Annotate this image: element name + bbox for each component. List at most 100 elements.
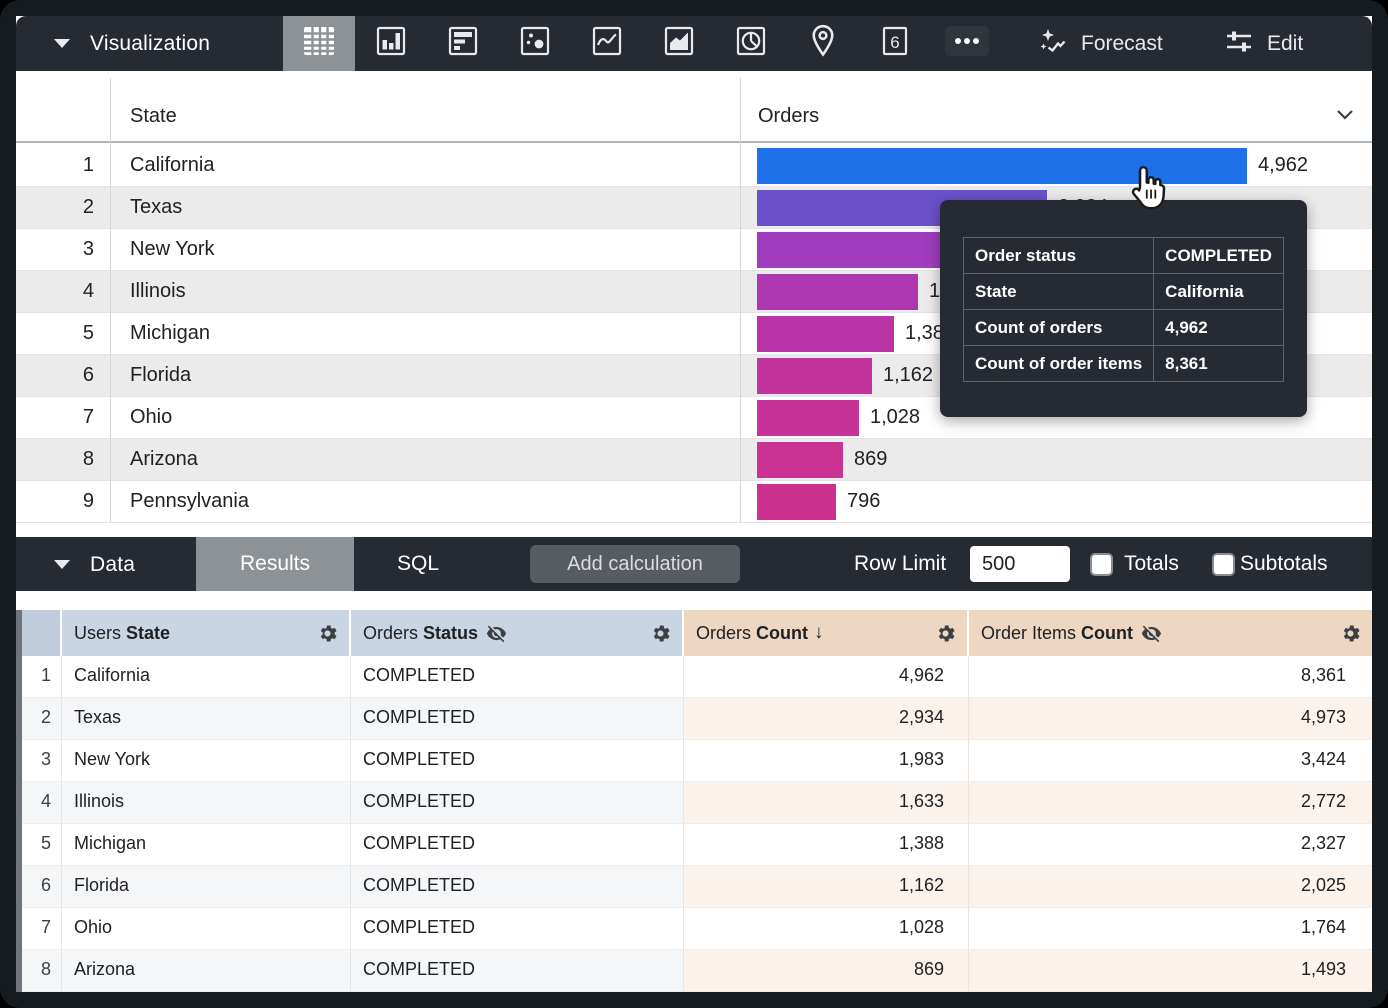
data-section-header[interactable]: Data — [54, 537, 135, 592]
column-gear-icon[interactable] — [934, 622, 957, 645]
column-header-users-state[interactable]: Users State — [62, 610, 351, 656]
viz-table-row: 1 California 4,962 — [16, 145, 1372, 187]
viz-orders-cell: 796 — [740, 481, 1372, 522]
users-state-cell[interactable]: New York — [62, 740, 351, 782]
row-number-cell: 4 — [16, 782, 62, 824]
order-items-count-cell[interactable]: 2,327 — [969, 824, 1372, 866]
viz-tab-column[interactable] — [355, 16, 427, 71]
orders-status-cell[interactable]: COMPLETED — [351, 866, 684, 908]
orders-bar[interactable] — [757, 315, 894, 352]
tooltip-value: 4,962 — [1153, 309, 1284, 346]
orders-count-cell[interactable]: 4,962 — [684, 656, 969, 698]
orders-bar-value: 1,028 — [870, 406, 921, 428]
viz-state-cell: Texas — [130, 196, 183, 218]
users-state-cell[interactable]: Michigan — [62, 824, 351, 866]
data-table-row: 5 Michigan COMPLETED 1,388 2,327 — [16, 824, 1372, 866]
column-header-order-items-count[interactable]: Order Items Count — [969, 610, 1372, 656]
subtotals-label: Subtotals — [1240, 552, 1328, 575]
viz-tab-scatter[interactable] — [499, 16, 571, 71]
orders-count-cell[interactable]: 1,388 — [684, 824, 969, 866]
viz-state-cell: Arizona — [130, 448, 198, 470]
totals-label: Totals — [1124, 552, 1179, 575]
column-header-orders-status[interactable]: Orders Status — [351, 610, 684, 656]
users-state-cell[interactable]: California — [62, 656, 351, 698]
orders-status-cell[interactable]: COMPLETED — [351, 698, 684, 740]
viz-row-number: 6 — [82, 364, 94, 386]
column-header-orders-count[interactable]: Orders Count ↓ — [684, 610, 969, 656]
order-items-count-cell[interactable]: 8,361 — [969, 656, 1372, 698]
orders-count-cell[interactable]: 2,934 — [684, 698, 969, 740]
field-name: Count — [756, 622, 808, 643]
tooltip-label: State — [962, 273, 1155, 310]
viz-state-cell: Ohio — [130, 406, 173, 428]
viz-row-number: 5 — [82, 322, 94, 344]
orders-count-cell[interactable]: 1,028 — [684, 908, 969, 950]
orders-bar[interactable] — [757, 399, 859, 436]
order-items-count-cell[interactable]: 2,772 — [969, 782, 1372, 824]
data-table-row: 7 Ohio COMPLETED 1,028 1,764 — [16, 908, 1372, 950]
orders-bar[interactable] — [757, 147, 1247, 184]
orders-status-cell[interactable]: COMPLETED — [351, 950, 684, 992]
orders-count-cell[interactable]: 869 — [684, 950, 969, 992]
viz-tab-more[interactable] — [931, 16, 1003, 71]
order-items-count-cell[interactable]: 4,973 — [969, 698, 1372, 740]
data-table-row: 3 New York COMPLETED 1,983 3,424 — [16, 740, 1372, 782]
users-state-cell[interactable]: Illinois — [62, 782, 351, 824]
viz-tab-line[interactable] — [571, 16, 643, 71]
column-gear-icon[interactable] — [649, 622, 672, 645]
forecast-button[interactable]: Forecast — [1038, 16, 1163, 71]
users-state-cell[interactable]: Florida — [62, 866, 351, 908]
users-state-cell[interactable]: Texas — [62, 698, 351, 740]
orders-count-cell[interactable]: 1,162 — [684, 866, 969, 908]
tab-sql-label: SQL — [396, 552, 440, 575]
viz-tab-area[interactable] — [643, 16, 715, 71]
column-gear-icon[interactable] — [1339, 622, 1362, 645]
viz-state-cell: New York — [130, 238, 215, 260]
order-items-count-cell[interactable]: 3,424 — [969, 740, 1372, 782]
row-limit-input[interactable] — [970, 546, 1070, 582]
tab-results-label: Results — [239, 552, 311, 575]
orders-bar[interactable] — [757, 273, 918, 310]
users-state-cell[interactable]: Arizona — [62, 950, 351, 992]
orders-status-cell[interactable]: COMPLETED — [351, 782, 684, 824]
data-table-rows: 1 California COMPLETED 4,962 8,361 2 Texas COMP… — [16, 656, 1372, 992]
viz-tab-pie[interactable] — [715, 16, 787, 71]
viz-tab-bar[interactable] — [427, 16, 499, 71]
orders-bar[interactable] — [757, 441, 843, 478]
order-items-count-cell[interactable]: 2,025 — [969, 866, 1372, 908]
orders-status-cell[interactable]: COMPLETED — [351, 908, 684, 950]
subtotals-checkbox[interactable] — [1212, 553, 1235, 576]
orders-status-cell[interactable]: COMPLETED — [351, 740, 684, 782]
tab-sql[interactable]: SQL — [354, 537, 482, 591]
viz-tab-table[interactable] — [283, 16, 355, 71]
orders-status-cell[interactable]: COMPLETED — [351, 824, 684, 866]
data-table-left-edge — [16, 610, 22, 992]
edit-button[interactable]: Edit — [1224, 16, 1303, 71]
order-items-count-cell[interactable]: 1,493 — [969, 950, 1372, 992]
orders-bar[interactable] — [757, 231, 953, 268]
visualization-toolbar: Visualization — [16, 16, 1372, 71]
data-table-header-row: Users State Orders Status Orders Count ↓ Order … — [16, 610, 1372, 656]
edit-settings-icon — [1224, 26, 1254, 62]
tooltip-label: Order status — [962, 237, 1155, 274]
explore-content: Visualization — [16, 16, 1372, 992]
visualization-section-header[interactable]: Visualization — [54, 16, 210, 71]
tab-results[interactable]: Results — [196, 537, 354, 591]
viz-tab-map[interactable] — [787, 16, 859, 71]
add-calculation-button[interactable]: Add calculation — [530, 545, 740, 583]
column-gear-icon[interactable] — [316, 622, 339, 645]
orders-bar[interactable] — [757, 483, 836, 520]
orders-count-cell[interactable]: 1,633 — [684, 782, 969, 824]
tooltip-row: Count of orders 4,962 — [962, 309, 1284, 346]
row-number-header-cell — [16, 610, 62, 656]
totals-checkbox[interactable] — [1090, 553, 1113, 576]
tooltip-row: Count of order items 8,361 — [962, 345, 1284, 382]
order-items-count-cell[interactable]: 1,764 — [969, 908, 1372, 950]
orders-count-cell[interactable]: 1,983 — [684, 740, 969, 782]
tooltip-value: California — [1153, 273, 1284, 310]
viz-tab-single-value[interactable]: 6 — [859, 16, 931, 71]
users-state-cell[interactable]: Ohio — [62, 908, 351, 950]
orders-status-cell[interactable]: COMPLETED — [351, 656, 684, 698]
orders-column-collapse-chevron-icon[interactable] — [1336, 103, 1354, 126]
orders-bar[interactable] — [757, 357, 872, 394]
